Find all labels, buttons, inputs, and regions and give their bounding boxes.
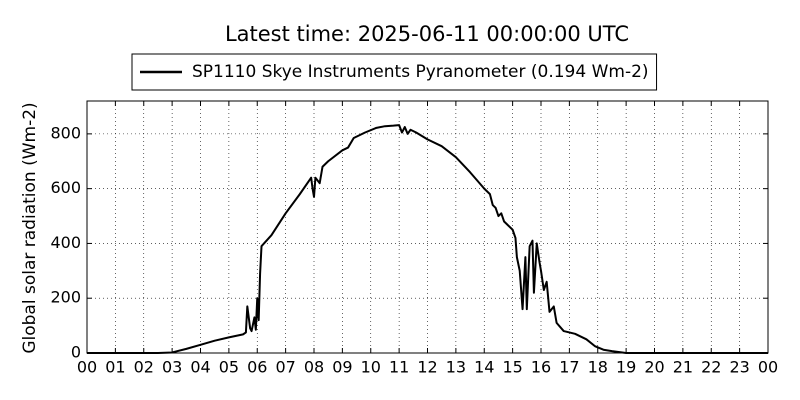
legend-label: SP1110 Skye Instruments Pyranometer (0.1…	[192, 62, 649, 82]
x-tick-label: 12	[417, 358, 437, 377]
y-axis-label: Global solar radiation (Wm-2)	[20, 102, 40, 353]
y-tick-label: 400	[50, 233, 81, 252]
x-tick-label: 21	[673, 358, 693, 377]
y-tick-label: 600	[50, 178, 81, 197]
x-tick-label: 15	[502, 358, 522, 377]
plot-frame	[86, 100, 769, 354]
x-tick-label: 06	[247, 358, 267, 377]
x-tick-label: 02	[134, 358, 154, 377]
x-tick-label: 05	[219, 358, 239, 377]
x-tick-label: 23	[729, 358, 749, 377]
x-tick-label: 08	[304, 358, 324, 377]
x-tick-label: 00	[77, 358, 97, 377]
y-tick-label: 200	[50, 288, 81, 307]
x-tick-label: 07	[275, 358, 295, 377]
x-tick-label: 18	[588, 358, 608, 377]
x-tick-label: 10	[361, 358, 381, 377]
x-tick-label: 11	[389, 358, 409, 377]
x-tick-label: 17	[559, 358, 579, 377]
x-tick-label: 14	[474, 358, 494, 377]
legend-box	[131, 53, 658, 91]
x-tick-label: 00	[758, 358, 778, 377]
x-tick-label: 22	[701, 358, 721, 377]
y-tick-label: 0	[71, 343, 81, 362]
x-tick-label: 03	[162, 358, 182, 377]
y-tick-label: 800	[50, 123, 81, 142]
chart-title: Latest time: 2025-06-11 00:00:00 UTC	[225, 22, 629, 46]
x-tick-label: 13	[446, 358, 466, 377]
x-tick-label: 01	[105, 358, 125, 377]
x-tick-label: 04	[190, 358, 210, 377]
data-line	[87, 124, 768, 354]
x-tick-label: 20	[644, 358, 664, 377]
x-tick-label: 16	[531, 358, 551, 377]
x-tick-label: 19	[616, 358, 636, 377]
x-tick-label: 09	[332, 358, 352, 377]
